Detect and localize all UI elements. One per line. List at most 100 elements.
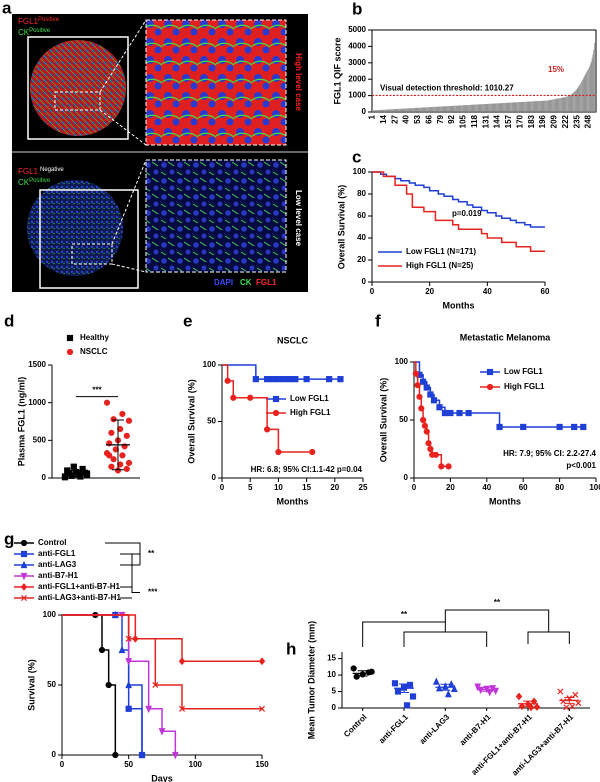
marker [275,376,282,383]
marker [125,635,132,642]
y-tick-label: 0 [362,277,367,286]
bar [468,104,469,112]
x-axis-label: Months [489,496,521,506]
legend-label: Healthy [80,333,109,342]
bar [379,109,381,112]
marker-state: Negative [40,167,64,173]
bar [572,93,574,112]
marker-label: FGL1Positive [18,17,60,27]
bar [375,110,377,112]
bar [465,105,467,112]
y-tick-label: 1000 [28,398,46,407]
x-tick-label: 248 [584,114,593,128]
bar [422,107,424,112]
bar [442,106,444,112]
marker [77,471,84,479]
y-tick-label: 1000 [348,91,366,100]
bar [567,96,568,112]
bar [502,103,504,112]
x-tick-label: 15 [302,483,311,492]
bar [421,107,423,112]
significance-bracket [120,553,140,599]
bar [434,106,435,112]
bar [506,102,508,112]
bar [397,108,399,112]
bar [577,87,579,112]
marker [258,705,266,712]
bar [391,109,392,112]
y-tick-label: 3000 [348,58,366,67]
error-bar [564,696,575,704]
marker [391,680,399,687]
bar [451,105,453,112]
significance: ** [494,598,501,607]
annotation: p<0.001 [566,461,596,470]
marker [119,410,126,418]
bar [592,54,594,112]
bar [424,107,426,112]
bar [385,109,386,112]
error-bar [357,670,368,677]
marker [125,417,133,424]
bar [402,108,404,112]
bar [492,103,494,112]
bar [398,108,399,112]
x-tick-label: 66 [424,114,433,123]
marker [112,751,119,759]
significance: *** [148,588,158,597]
marker [224,377,231,384]
marker [520,423,527,431]
bar [474,104,476,112]
panel-letter: c [352,147,361,166]
bar [571,93,573,112]
bar [527,101,529,112]
marker [406,681,414,689]
marker [557,688,564,695]
bar [533,101,535,112]
bar [541,100,543,112]
bar [467,104,469,112]
bar [459,105,461,112]
bar [510,102,511,112]
panel-letter: g [4,529,14,548]
bar [404,108,406,112]
error-bar [112,419,124,471]
y-tick-label: 80 [357,189,366,198]
annotation: p=0.019 [452,209,482,218]
x-tick-label: 183 [527,114,536,128]
marker [118,645,126,654]
error-bar [481,687,492,692]
bar [484,104,485,112]
marker [272,395,280,403]
bar [520,101,522,112]
bar [405,108,406,112]
x-axis-label: Days [151,773,173,782]
marker [309,448,316,456]
x-tick-label: 1 [368,114,377,119]
bar [466,105,468,112]
legend-label: High FGL1 (N=25) [406,261,474,270]
marker [420,416,427,424]
x-tick-label: 20 [446,483,455,492]
bar [505,102,506,112]
marker [571,423,578,431]
y-tick-label: 50 [47,680,56,689]
y-axis-label: Plasma FGL1 (ng/ml) [16,377,26,467]
x-tick-label: 157 [504,114,513,128]
bar [406,108,407,112]
bar [476,104,477,112]
x-tick-label: anti-LAG3 [418,712,452,746]
x-tick-label: 20 [425,287,434,296]
stain-legend: CK [240,278,252,287]
bar [543,100,545,112]
y-tick-label: 100 [395,357,409,366]
marker-state: Positive [29,178,51,184]
bar [435,106,436,112]
marker [292,376,299,383]
chart-title: Metastatic Melanoma [460,332,552,342]
annotation: HR: 6.8; 95% CI:1.1-42 p=0.04 [251,465,363,474]
bar [401,108,403,112]
tissue-core [27,180,123,276]
threshold-label: Visual detection threshold: 1010.27 [380,84,514,93]
bar [591,58,593,112]
